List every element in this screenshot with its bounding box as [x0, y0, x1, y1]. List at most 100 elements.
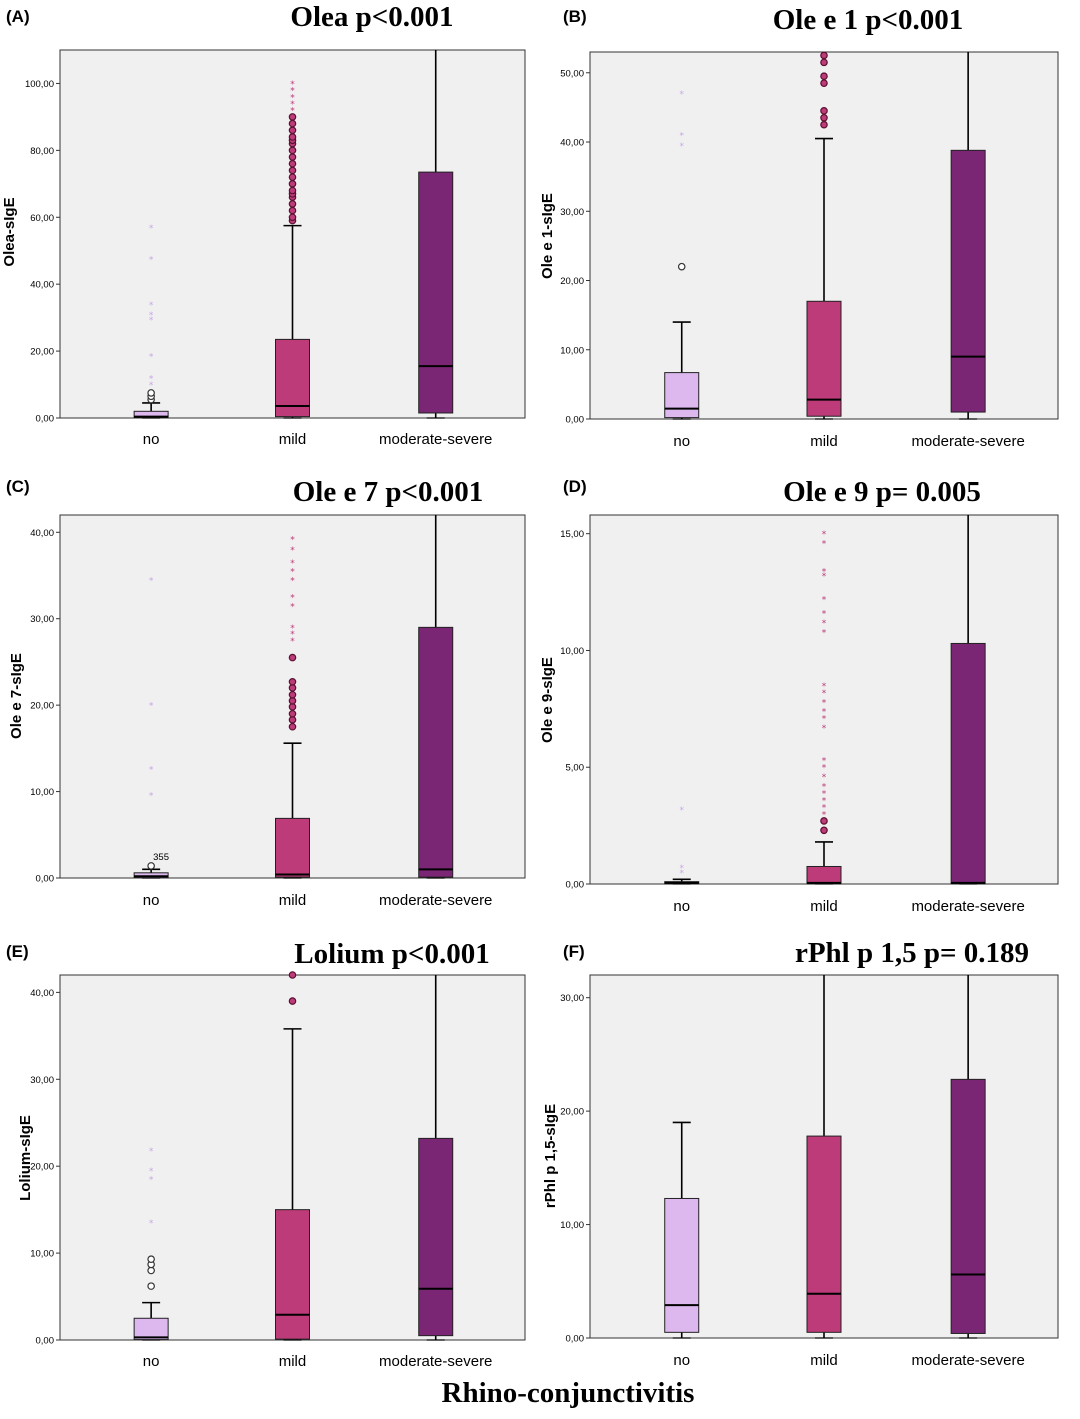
- y-tick-label: 0,00: [566, 880, 585, 891]
- extreme-point: *: [290, 576, 295, 586]
- y-tick-label: 10,00: [560, 1220, 584, 1231]
- box-iqr: [133, 1317, 169, 1341]
- extreme-point: *: [822, 540, 827, 550]
- outlier-point: [147, 1282, 155, 1290]
- outlier-point: [820, 107, 828, 115]
- outlier-point: [288, 653, 297, 662]
- x-category-label: no: [143, 431, 160, 448]
- y-tick-label: 80,00: [30, 146, 54, 157]
- extreme-point: *: [822, 572, 827, 582]
- y-tick-label: 60,00: [30, 213, 54, 224]
- box-moderate-severe: [950, 515, 986, 885]
- y-tick-label: 0,00: [36, 414, 55, 425]
- x-category-label: moderate-severe: [911, 1352, 1024, 1369]
- box-no: ***: [664, 806, 700, 885]
- extreme-point: *: [290, 536, 295, 546]
- x-category-label: mild: [810, 1352, 838, 1369]
- box-iqr: [418, 626, 454, 878]
- x-category-label: moderate-severe: [911, 433, 1024, 450]
- extreme-point: *: [679, 132, 684, 142]
- extreme-point: *: [290, 559, 295, 569]
- panel-letter: (B): [563, 7, 587, 26]
- y-tick-label: 30,00: [30, 1075, 54, 1086]
- extreme-point: *: [149, 1176, 154, 1186]
- y-tick-label: 10,00: [560, 345, 584, 356]
- y-tick-label: 10,00: [30, 1249, 54, 1260]
- outlier-point: [147, 1266, 155, 1275]
- extreme-point: *: [822, 689, 827, 699]
- outlier-point: [288, 716, 297, 724]
- x-category-label: moderate-severe: [379, 431, 492, 448]
- outlier-point: [288, 971, 297, 979]
- box-iqr: [418, 171, 454, 414]
- extreme-point: *: [822, 810, 827, 820]
- panel-title: Ole e 7 p<0.001: [293, 476, 484, 508]
- outlier-point: [288, 684, 297, 692]
- box-moderate-severe: [418, 515, 454, 879]
- extreme-point: *: [822, 698, 827, 708]
- outlier-point: [147, 1255, 155, 1263]
- outlier-point: [288, 200, 297, 208]
- panel-title: Ole e 1 p<0.001: [773, 4, 964, 36]
- x-category-label: no: [673, 898, 690, 915]
- extreme-point: *: [290, 568, 295, 578]
- y-tick-label: 20,00: [560, 276, 584, 287]
- x-category-label: mild: [279, 892, 307, 909]
- box-iqr: [950, 1078, 986, 1334]
- extreme-point: *: [679, 90, 684, 100]
- y-tick-label: 0,00: [36, 874, 55, 885]
- box-mild: [275, 971, 310, 1341]
- box-iqr: [133, 410, 169, 419]
- extreme-point: *: [679, 806, 684, 816]
- outlier-point: [288, 180, 297, 188]
- panel-title: Lolium p<0.001: [294, 938, 489, 970]
- y-axis-label: Lolium-sIgE: [17, 1115, 34, 1201]
- extreme-point: *: [822, 530, 827, 540]
- panel-title: Olea p<0.001: [290, 1, 453, 33]
- y-tick-label: 40,00: [30, 528, 54, 539]
- extreme-point: *: [822, 803, 827, 813]
- extreme-point: *: [149, 301, 154, 311]
- y-tick-label: 15,00: [560, 529, 584, 540]
- outlier-point: [288, 146, 297, 155]
- panel-letter: (F): [563, 942, 585, 961]
- extreme-point: *: [149, 1167, 154, 1177]
- panel-letter: (E): [6, 942, 29, 961]
- box-mild: **********************: [806, 530, 842, 885]
- shared-x-axis-label: Rhino-conjunctivitis: [442, 1377, 695, 1409]
- outlier-point: [288, 206, 297, 215]
- outlier-point: [677, 262, 686, 271]
- box-mild: [806, 975, 842, 1339]
- box-iqr: [806, 865, 842, 885]
- extreme-point: *: [290, 624, 295, 634]
- box-moderate-severe: [950, 52, 986, 420]
- extreme-point: *: [822, 568, 827, 578]
- extreme-point: *: [822, 764, 827, 774]
- outlier-point: [288, 173, 297, 181]
- extreme-point: *: [149, 311, 154, 321]
- y-tick-label: 20,00: [30, 701, 54, 712]
- box-iqr: [275, 817, 310, 878]
- extreme-point: *: [290, 100, 295, 110]
- outlier-point: [820, 72, 828, 81]
- panel-title: Ole e 9 p= 0.005: [783, 476, 981, 508]
- extreme-point: *: [149, 374, 154, 384]
- y-tick-label: 0,00: [36, 1336, 55, 1347]
- outlier-point: [820, 58, 828, 67]
- box-mild: *****: [275, 80, 310, 419]
- panel-letter: (D): [563, 477, 587, 496]
- panel-letter: (A): [6, 7, 30, 26]
- outlier-point: [288, 722, 297, 731]
- extreme-point: *: [290, 546, 295, 556]
- x-category-label: mild: [810, 433, 838, 450]
- extreme-point: *: [290, 87, 295, 97]
- x-category-label: no: [143, 892, 160, 909]
- box-iqr: [806, 1135, 842, 1333]
- box-iqr: [275, 1209, 310, 1340]
- box-iqr: [806, 300, 842, 417]
- outlier-point: [820, 826, 828, 835]
- y-tick-label: 10,00: [560, 646, 584, 657]
- y-tick-label: 0,00: [566, 415, 585, 426]
- extreme-point: *: [822, 682, 827, 692]
- extreme-point: *: [149, 381, 154, 391]
